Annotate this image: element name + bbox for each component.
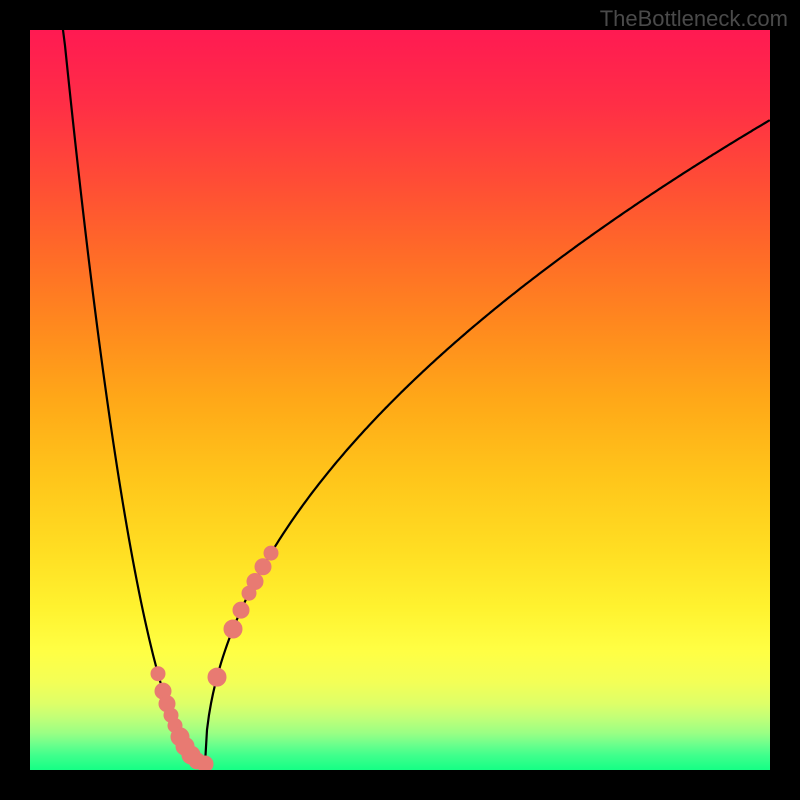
chart-gradient-background [0, 0, 800, 800]
bottleneck-chart: TheBottleneck.com [0, 0, 800, 800]
